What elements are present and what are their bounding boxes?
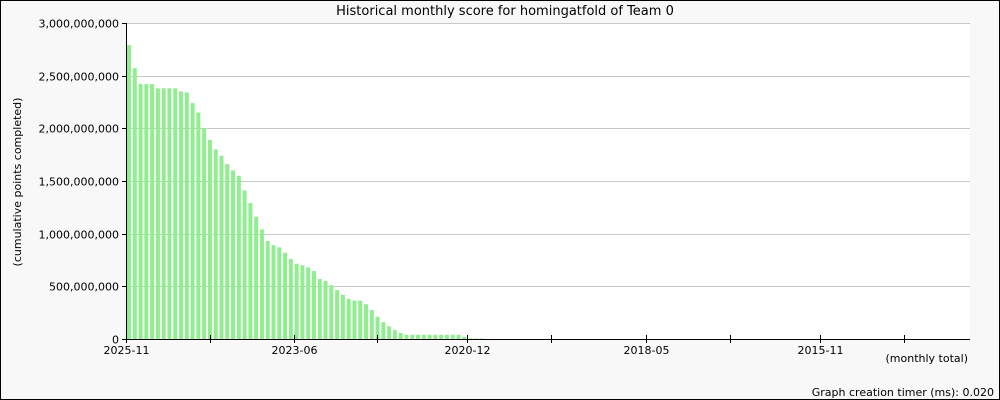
y-tick-label: 0 [112, 334, 119, 347]
bar-2021-07 [427, 334, 432, 339]
y-tick-label: 3,000,000,000 [39, 18, 119, 31]
bar-2024-03 [242, 190, 247, 339]
bar-2022-12 [329, 285, 334, 339]
bar-2025-09 [138, 84, 143, 340]
bar-2024-01 [254, 216, 259, 339]
bar-2023-01 [323, 281, 328, 339]
bar-2025-06 [155, 88, 160, 339]
bar-2021-02 [456, 334, 461, 339]
bar-2020-11 [473, 338, 478, 339]
x-tick-label: 2018-05 [624, 344, 670, 357]
bar-2024-06 [225, 164, 230, 339]
bar-2023-07 [288, 258, 293, 339]
bar-2021-04 [444, 334, 449, 339]
bar-2023-11 [265, 241, 270, 339]
bar-2023-12 [259, 229, 264, 339]
bar-2022-06 [364, 304, 369, 339]
graph-timer: Graph creation timer (ms): 0.020 [812, 386, 994, 399]
bar-2023-05 [300, 265, 305, 339]
bar-2023-04 [306, 267, 311, 339]
bar-2023-03 [311, 271, 316, 339]
x-axis-label: (monthly total) [886, 352, 969, 365]
bar-2025-04 [167, 88, 172, 339]
bar-2022-05 [369, 310, 374, 339]
bar-2023-10 [271, 245, 276, 339]
bar-2020-12 [468, 338, 473, 339]
bar-2024-07 [219, 155, 224, 339]
bar-2020-10 [479, 338, 484, 339]
bar-2024-10 [202, 128, 207, 339]
bar-2023-08 [283, 252, 288, 339]
y-tick-label: 500,000,000 [49, 281, 119, 294]
bar-2022-10 [340, 294, 345, 339]
bar-2022-03 [381, 322, 386, 339]
bar-2024-05 [231, 170, 236, 339]
bar-2021-12 [398, 332, 403, 339]
bar-2022-04 [375, 316, 380, 339]
bar-2021-06 [433, 334, 438, 339]
bar-2021-01 [462, 336, 467, 339]
bar-2022-07 [358, 300, 363, 339]
bar-2022-08 [352, 300, 357, 339]
bar-2022-01 [392, 330, 397, 339]
bar-2024-11 [196, 112, 201, 340]
bar-2023-02 [317, 278, 322, 339]
bar-2023-09 [277, 247, 282, 339]
bar-2022-11 [335, 290, 340, 339]
bar-2024-04 [236, 175, 241, 339]
bar-2025-05 [161, 88, 166, 339]
bar-2025-03 [173, 88, 178, 339]
bar-2022-09 [346, 298, 351, 339]
y-tick-label: 1,000,000,000 [39, 229, 119, 242]
bar-2021-10 [410, 334, 415, 339]
bar-2021-03 [450, 334, 455, 339]
bar-2021-08 [421, 334, 426, 339]
y-tick-label: 1,500,000,000 [39, 176, 119, 189]
bar-2025-01 [184, 92, 189, 340]
chart-title: Historical monthly score for homingatfol… [336, 4, 674, 19]
bar-2025-08 [144, 84, 149, 340]
bar-2024-02 [248, 203, 253, 339]
x-tick-label: 2020-12 [445, 344, 491, 357]
y-tick-label: 2,500,000,000 [39, 71, 119, 84]
bar-2025-10 [132, 68, 137, 339]
x-tick-label: 2023-06 [272, 344, 318, 357]
bar-2021-09 [416, 334, 421, 339]
y-tick-label: 2,000,000,000 [39, 123, 119, 136]
bar-2021-11 [404, 334, 409, 339]
bar-2025-07 [150, 84, 155, 340]
bar-2025-11 [127, 45, 131, 340]
bar-2025-02 [179, 91, 184, 339]
bar-2022-02 [387, 326, 392, 339]
y-axis-label: (cumulative points completed) [11, 98, 24, 267]
bar-2021-05 [439, 334, 444, 339]
x-tick-label: 2025-11 [104, 344, 150, 357]
bar-2024-09 [207, 139, 212, 339]
bar-2024-12 [190, 103, 195, 339]
bar-2023-06 [294, 263, 299, 339]
bar-2024-08 [213, 149, 218, 339]
x-tick-label: 2015-11 [798, 344, 844, 357]
